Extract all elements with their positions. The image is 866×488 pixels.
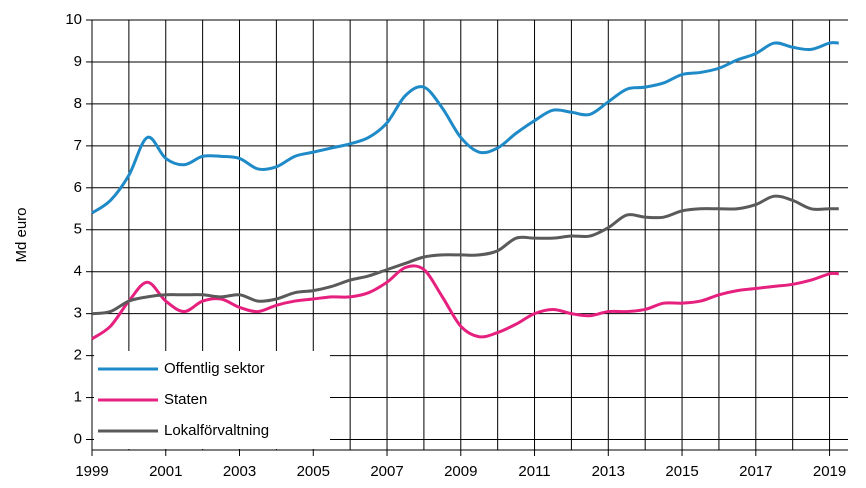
y-tick-label: 8 [74,95,82,112]
x-tick-label: 2019 [813,463,846,480]
y-axis-label: Md euro [13,207,30,262]
legend-label: Staten [164,391,207,408]
x-tick-label: 2003 [223,463,256,480]
x-tick-label: 2007 [370,463,403,480]
series-line [91,264,839,341]
x-tick-label: 2013 [592,463,625,480]
y-tick-label: 3 [74,305,82,322]
x-tick-label: 1999 [75,463,108,480]
series-line [91,194,839,316]
x-tick-label: 2015 [665,463,698,480]
y-tick-label: 9 [74,53,82,70]
x-tick-label: 2001 [149,463,182,480]
y-tick-label: 0 [74,430,82,447]
legend-label: Offentlig sektor [164,360,265,377]
series-line [91,41,839,215]
y-tick-label: 7 [74,137,82,154]
y-tick-label: 2 [74,347,82,364]
y-tick-label: 1 [74,389,82,406]
legend-label: Lokalförvaltning [164,422,269,439]
y-tick-label: 10 [65,11,82,28]
x-tick-label: 2017 [739,463,772,480]
y-tick-label: 5 [74,221,82,238]
y-tick-label: 6 [74,179,82,196]
x-tick-label: 2005 [297,463,330,480]
y-tick-label: 4 [74,263,82,280]
x-tick-label: 2009 [444,463,477,480]
x-tick-label: 2011 [518,463,550,480]
